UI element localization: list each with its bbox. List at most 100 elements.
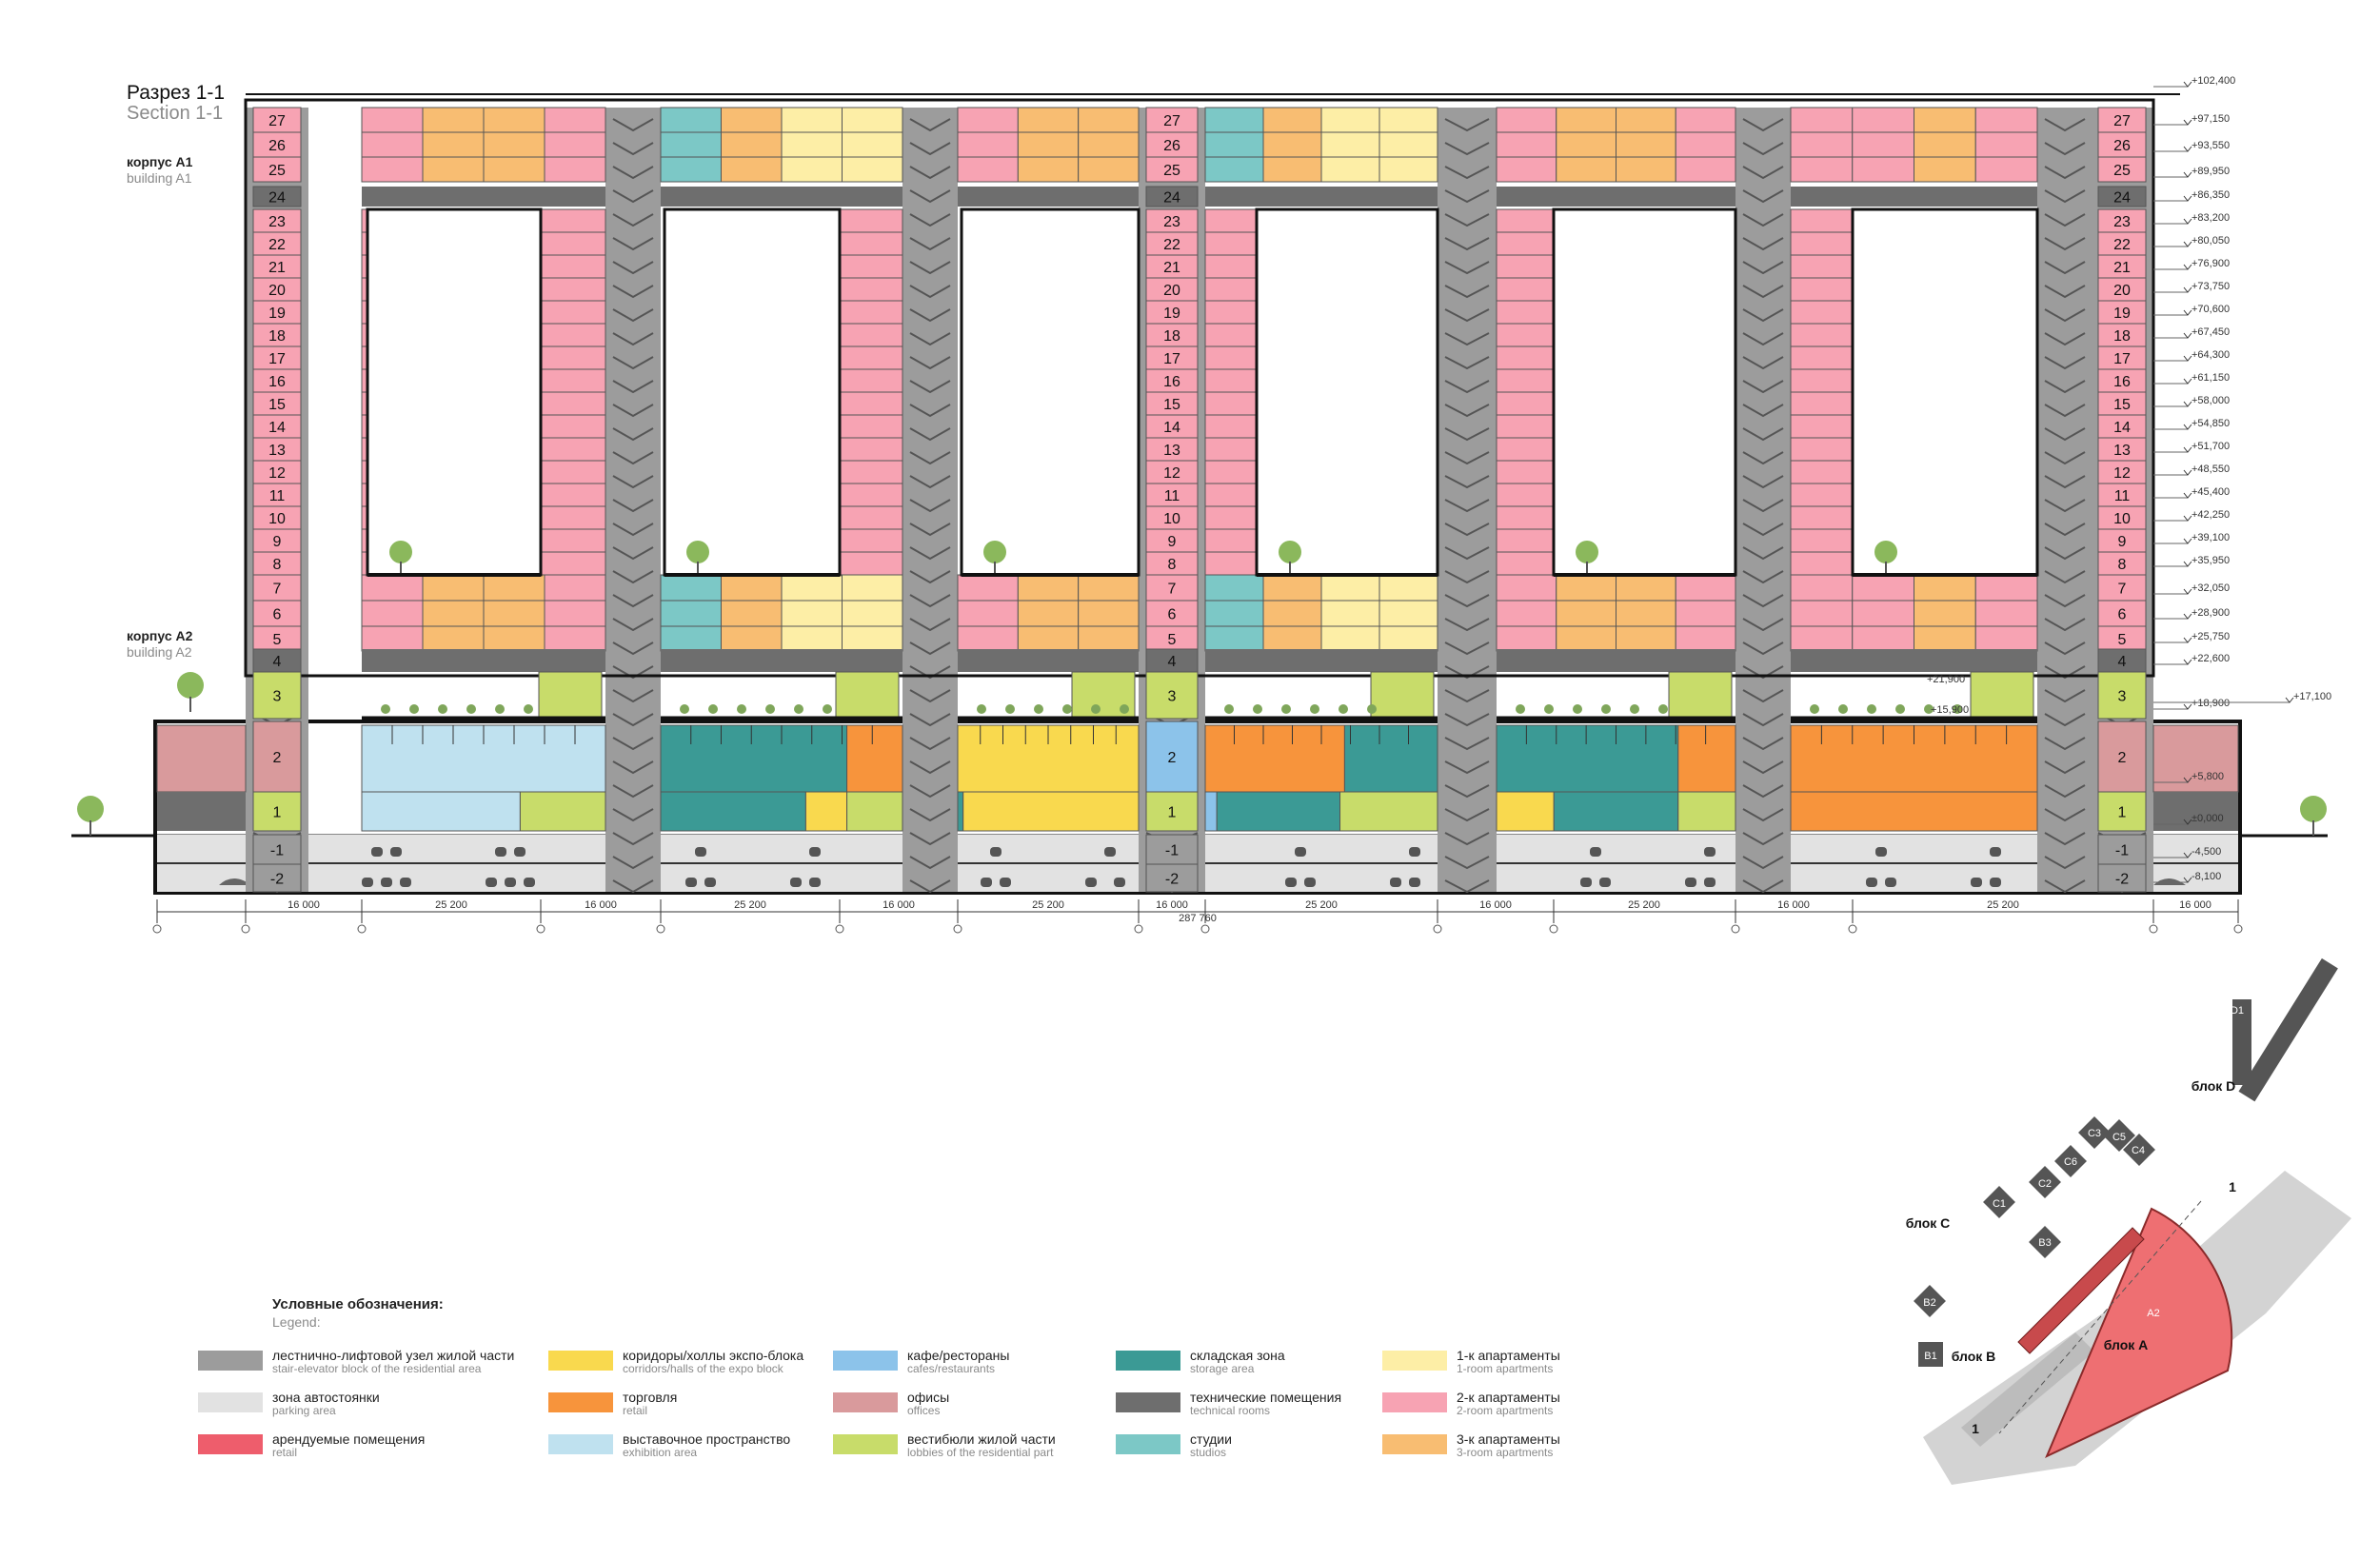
apartment-unit (1675, 131, 1736, 158)
apartment-unit (483, 574, 545, 602)
legend-swatch (833, 1392, 898, 1412)
floor-cell (252, 505, 302, 530)
stair-flight (612, 380, 654, 394)
apartment-unit (422, 107, 485, 133)
parking-car (1590, 847, 1601, 857)
parking-car (695, 847, 706, 857)
axis-bubble (1134, 924, 1143, 934)
stair-flight (1742, 427, 1784, 442)
elevation-marker (2183, 659, 2192, 665)
apartment-unit (1078, 131, 1140, 158)
apartment-unit (781, 156, 843, 183)
technical-floor (1205, 187, 1438, 207)
stair-flight (909, 713, 951, 727)
stair-flight (1742, 594, 1784, 608)
stair-flight (2044, 213, 2086, 227)
apartment-unit (1078, 107, 1140, 133)
podium-space (1677, 791, 1736, 832)
apartment-unit (540, 391, 606, 416)
stair-flight (612, 713, 654, 727)
block-a-footprint (2045, 1207, 2233, 1459)
floor-number: 18 (2113, 328, 2131, 345)
stair-flight (2044, 570, 2086, 584)
technical-block (2153, 792, 2238, 831)
floor-number: 22 (1163, 237, 1180, 253)
dimension-label: 25 200 (1032, 899, 1064, 911)
apartment-unit (660, 625, 722, 652)
apartment-unit (957, 574, 1019, 602)
stair-flight (1742, 618, 1784, 632)
stair-flight (1444, 332, 1490, 346)
legend-label: 2-к апартаменты (1457, 1390, 1560, 1405)
elevation-label: +22,600 (2192, 653, 2230, 664)
apartment-unit (1974, 574, 2038, 602)
stair-flight (1444, 237, 1490, 251)
stair-flight (1742, 404, 1784, 418)
elevation-marks: +102,400 +97,150 +93,550 +89,950 +86,350 +83,… (1927, 75, 2331, 883)
building-a-bar (2017, 1227, 2145, 1354)
legend-label-en: stair-elevator block of the residential … (272, 1362, 482, 1375)
tree-icon (177, 672, 204, 699)
elevation-label: +48,550 (2192, 464, 2230, 475)
apartment-unit (781, 600, 843, 627)
elevation-marker (2183, 613, 2192, 620)
elevation-marker (2183, 195, 2192, 202)
apartment-unit (1496, 131, 1557, 158)
floor-cell (2097, 600, 2147, 627)
stair-flight (2044, 475, 2086, 489)
floor-number: 11 (2114, 488, 2131, 504)
stair-flight (612, 689, 654, 703)
apartment-unit (1017, 107, 1080, 133)
elevation-marker (2183, 309, 2192, 316)
stair-flight (1742, 308, 1784, 323)
floor-number: 9 (1168, 534, 1177, 550)
podium-bay (361, 671, 606, 832)
legend-title: Условные обозначения: (272, 1296, 444, 1312)
legend-subtitle: Legend: (272, 1314, 321, 1330)
shrub-icon (1895, 704, 1905, 714)
apartment-unit (1204, 483, 1258, 507)
elevation-marker (2183, 119, 2192, 126)
legend-item: лестнично-лифтовой узел жилой части stair… (198, 1348, 514, 1376)
stair-flight (909, 189, 951, 204)
apartment-unit (721, 574, 783, 602)
stair-flight (909, 618, 951, 632)
sky-courtyard (663, 207, 842, 577)
apartment-unit (839, 345, 903, 370)
tower-bay (361, 107, 606, 672)
floor-cell (2097, 300, 2147, 325)
floor-cell (252, 300, 302, 325)
stair-flight (1444, 142, 1490, 156)
tower-bay (1790, 107, 2039, 672)
floor-number: 23 (1163, 214, 1180, 230)
stair-flight (1742, 546, 1784, 561)
apartment-unit (422, 131, 485, 158)
stair-core (902, 108, 958, 894)
apartment-unit (361, 574, 424, 602)
shrub-icon (1658, 704, 1668, 714)
block-c-tower (1983, 1186, 2015, 1218)
elevation-label: +32,050 (2192, 582, 2230, 594)
apartment-unit (1204, 460, 1258, 484)
stair-flight (1742, 832, 1784, 846)
sky-courtyard (1552, 207, 1737, 577)
floor-cell (1145, 834, 1199, 865)
legend-label: вестибюли жилой части (907, 1431, 1056, 1447)
apartment-unit (1320, 131, 1380, 158)
floor-cell (2097, 254, 2147, 279)
shrub-icon (680, 704, 689, 714)
apartment-unit (1204, 277, 1258, 302)
shrub-icon (1810, 704, 1819, 714)
technical-floor (1791, 649, 2037, 672)
floor-number: 27 (2113, 113, 2131, 129)
apartment-unit (1378, 574, 1438, 602)
stair-flight (2044, 618, 2086, 632)
apartment-unit (660, 131, 722, 158)
legend-label-en: parking area (272, 1404, 336, 1417)
stair-flight (1444, 356, 1490, 370)
floor-number: 14 (2113, 420, 2131, 436)
building-a1-label-en: building A1 (127, 170, 192, 186)
floor-number: 5 (1168, 632, 1177, 648)
apartment-unit (1078, 574, 1140, 602)
stair-flight (612, 237, 654, 251)
